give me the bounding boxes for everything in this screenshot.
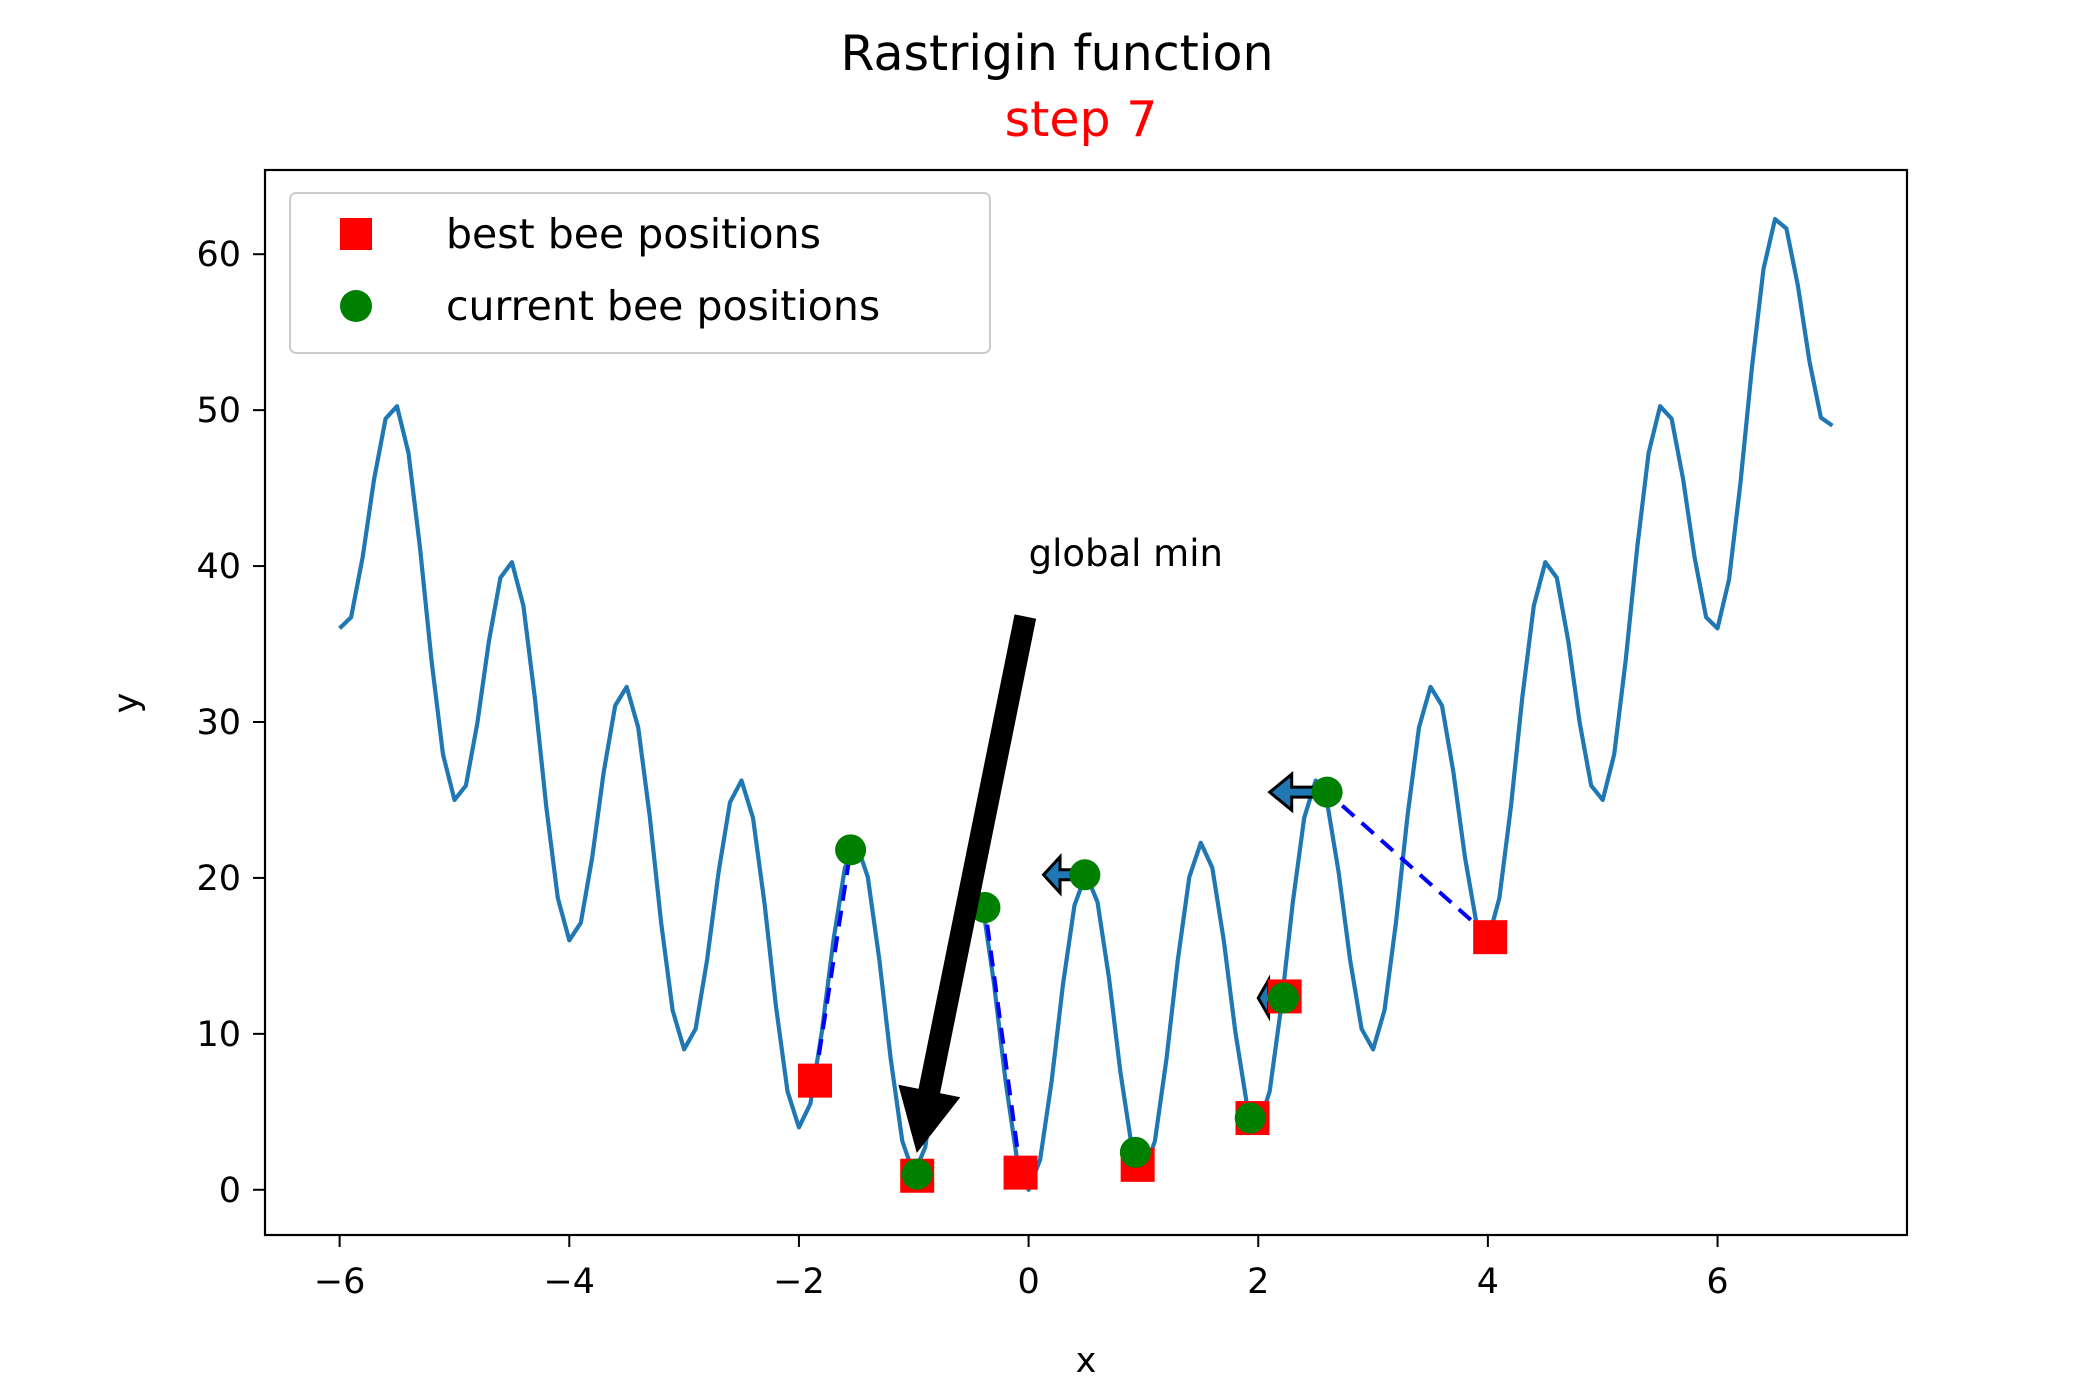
x-tick-label-6: 6: [1706, 1262, 1728, 1302]
plot-frame: [263, 168, 1909, 1237]
best-bee-marker-6: [1473, 920, 1508, 955]
velocity-arrows-layer: [1041, 770, 1323, 1022]
current-bee-marker-4: [1119, 1136, 1151, 1168]
y-tick-label-3: 30: [196, 703, 241, 743]
x-tick-label-0: −6: [314, 1262, 366, 1302]
annotation-text-0: global min: [1029, 532, 1223, 575]
annotation-layer: global min: [898, 532, 1223, 1153]
best-bee-marker-2: [1003, 1155, 1038, 1190]
y-tick-label-6: 60: [196, 235, 241, 275]
chart-subtitle: step 7: [1005, 91, 1158, 148]
x-tick-label-2: −2: [773, 1262, 825, 1302]
y-axis-label: y: [107, 693, 147, 714]
current-bee-marker-1: [901, 1158, 933, 1190]
current-bee-marker-7: [1311, 776, 1343, 808]
velocity-link-6: [1325, 790, 1492, 939]
x-tick-label-1: −4: [543, 1262, 595, 1302]
y-tick-label-2: 20: [196, 859, 241, 899]
x-tick-label-4: 2: [1247, 1262, 1269, 1302]
legend: best bee positions current bee positions: [289, 192, 991, 354]
best-bee-marker-0: [798, 1063, 833, 1098]
y-axis: 0 10 20 30 40 50 60: [196, 235, 265, 1211]
y-tick-label-0: 0: [219, 1171, 241, 1211]
legend-box: [289, 192, 991, 354]
current-bee-marker-5: [1234, 1102, 1266, 1134]
x-axis-label: x: [1076, 1341, 1097, 1381]
legend-current-marker: [340, 290, 372, 322]
velocity-link-2: [982, 907, 1023, 1173]
current-bee-marker-6: [1267, 982, 1299, 1014]
x-tick-label-3: 0: [1017, 1262, 1039, 1302]
markers-layer: [798, 776, 1508, 1193]
x-tick-label-5: 4: [1477, 1262, 1499, 1302]
annotation-arrow-0: [898, 614, 1037, 1153]
legend-current-label: current bee positions: [446, 282, 880, 330]
velocity-link-0: [813, 849, 853, 1081]
current-bee-marker-0: [835, 834, 867, 866]
x-axis: −6 −4 −2 0 2 4 6: [314, 1235, 1729, 1302]
plot-area: global min: [338, 217, 1834, 1193]
y-tick-label-5: 50: [196, 391, 241, 431]
current-bee-marker-3: [1069, 859, 1101, 891]
legend-best-marker: [340, 218, 372, 250]
chart-title: Rastrigin function: [840, 25, 1273, 82]
y-tick-label-4: 40: [196, 547, 241, 587]
y-tick-label-1: 10: [196, 1015, 241, 1055]
legend-best-label: best bee positions: [446, 210, 821, 258]
